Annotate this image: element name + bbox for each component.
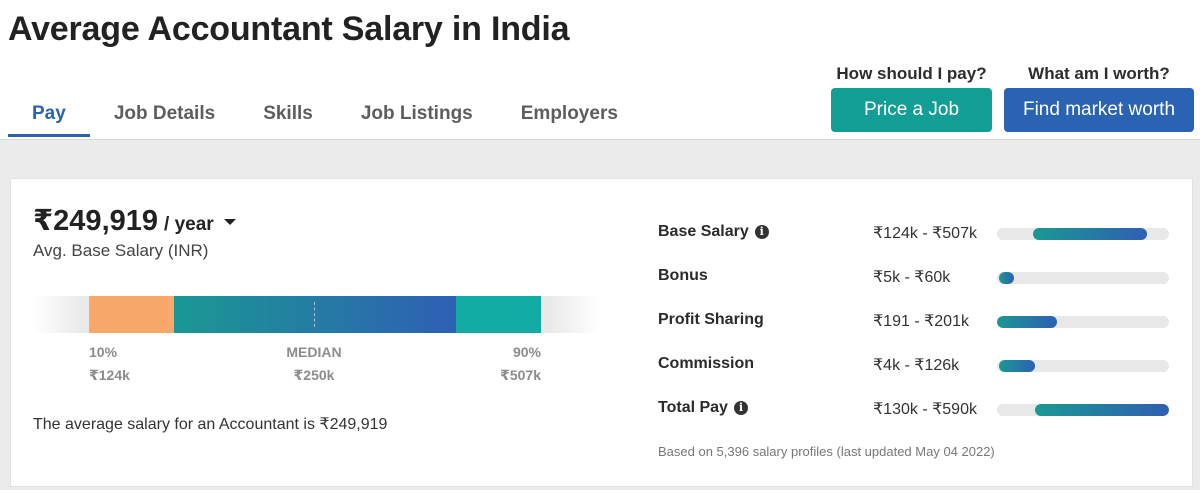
breakdown-label: Profit Sharing xyxy=(658,311,764,328)
tab-job-listings[interactable]: Job Listings xyxy=(360,103,473,124)
breakdown-range: ₹4k - ₹126k xyxy=(873,357,960,374)
breakdown-row-base-salary: Base Salary i ₹124k - ₹507k xyxy=(658,220,1178,246)
data-footnote: Based on 5,396 salary profiles (last upd… xyxy=(658,444,995,459)
breakdown-fill xyxy=(997,316,1058,328)
p10-segment xyxy=(89,296,174,333)
salary-amount: ₹249,919 xyxy=(33,205,159,237)
p90-segment xyxy=(456,296,541,333)
breakdown-label: Bonus xyxy=(658,267,708,284)
breakdown-track xyxy=(997,360,1169,372)
price-job-group: How should I pay? Price a Job xyxy=(831,62,992,132)
breakdown-row-total-pay: Total Pay i ₹130k - ₹590k xyxy=(658,396,1178,422)
tab-pay[interactable]: Pay xyxy=(8,92,90,137)
breakdown-range: ₹130k - ₹590k xyxy=(873,401,977,418)
breakdown-track xyxy=(997,228,1169,240)
breakdown-fill xyxy=(998,360,1035,372)
breakdown-label: Commission xyxy=(658,355,755,372)
worth-question: What am I worth? xyxy=(1028,64,1170,83)
p90-value: ₹507k xyxy=(500,367,541,383)
find-market-worth-button[interactable]: Find market worth xyxy=(1004,88,1194,132)
info-icon[interactable]: i xyxy=(733,401,748,415)
price-a-job-button[interactable]: Price a Job xyxy=(831,88,992,132)
p10-label: 10% xyxy=(89,344,118,360)
salary-card: ₹249,919 / year Avg. Base Salary (INR) 1… xyxy=(10,178,1193,487)
breakdown-track xyxy=(997,404,1169,416)
breakdown-row-profit-sharing: Profit Sharing ₹191 - ₹201k xyxy=(658,308,1178,334)
salary-headline: ₹249,919 / year xyxy=(33,203,236,238)
tab-divider xyxy=(0,139,1200,140)
median-segment xyxy=(174,296,456,333)
breakdown-range: ₹191 - ₹201k xyxy=(873,313,969,330)
breakdown-fill xyxy=(1033,228,1147,240)
info-icon[interactable]: i xyxy=(754,225,769,239)
breakdown-fill xyxy=(1034,404,1169,416)
caret-down-icon[interactable] xyxy=(223,219,236,225)
tab-employers[interactable]: Employers xyxy=(520,103,618,124)
tab-skills[interactable]: Skills xyxy=(263,103,313,124)
p10-value: ₹124k xyxy=(89,367,130,383)
breakdown-row-commission: Commission ₹4k - ₹126k xyxy=(658,352,1178,378)
median-label: MEDIAN xyxy=(286,344,342,360)
tab-bar: Pay Job Details Skills Job Listings Empl… xyxy=(8,92,642,139)
p90-label: 90% xyxy=(512,344,541,360)
salary-range-bar xyxy=(33,296,600,333)
breakdown-track xyxy=(997,272,1169,284)
breakdown-row-bonus: Bonus ₹5k - ₹60k xyxy=(658,264,1178,290)
median-value: ₹250k xyxy=(293,367,335,383)
breakdown-track xyxy=(997,316,1169,328)
tab-job-details[interactable]: Job Details xyxy=(113,103,216,124)
breakdown-fill xyxy=(998,272,1015,284)
breakdown-label: Total Pay xyxy=(658,399,728,416)
price-question: How should I pay? xyxy=(836,64,987,83)
breakdown-range: ₹124k - ₹507k xyxy=(873,225,977,242)
salary-period-selector[interactable]: / year xyxy=(164,214,214,235)
page-title: Average Accountant Salary in India xyxy=(8,10,570,48)
median-marker xyxy=(314,302,315,327)
breakdown-label: Base Salary xyxy=(658,223,749,240)
breakdown-range: ₹5k - ₹60k xyxy=(873,269,951,286)
salary-summary: The average salary for an Accountant is … xyxy=(33,416,388,433)
market-worth-group: What am I worth? Find market worth xyxy=(1004,62,1194,132)
salary-caption: Avg. Base Salary (INR) xyxy=(33,241,209,260)
